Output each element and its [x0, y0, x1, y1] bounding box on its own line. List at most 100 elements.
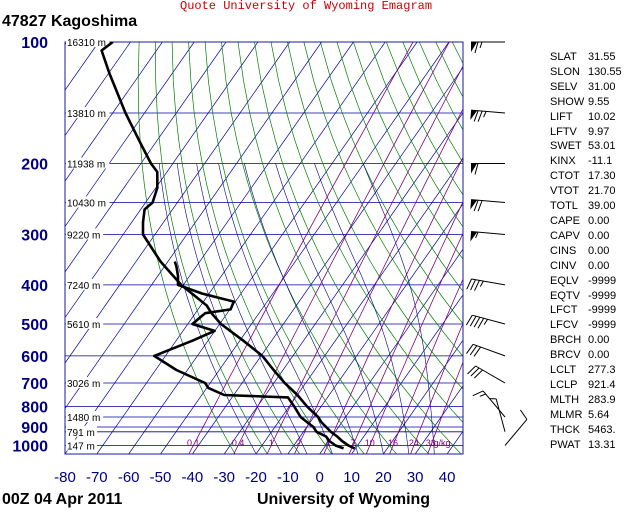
mixing-ratio-label: 2 — [296, 438, 301, 448]
wind-barb — [465, 314, 506, 329]
wind-barb — [471, 163, 505, 175]
height-label: 7240 m — [67, 281, 100, 292]
height-label-background — [66, 318, 104, 329]
plot-frame — [64, 41, 464, 455]
moist-adiabat-line — [176, 163, 282, 454]
isotherm-line — [65, 42, 99, 91]
index-row: LFCV -9999 — [550, 318, 622, 333]
height-label: 13810 m — [67, 109, 106, 120]
temperature-tick-label: 10 — [343, 469, 360, 486]
pressure-tick-label: 900 — [21, 420, 48, 437]
wind-barb-full-flag — [474, 280, 480, 291]
wind-barb-full-flag — [469, 315, 477, 327]
wind-barb-half-flag — [475, 231, 479, 239]
index-row: CINV 0.00 — [550, 259, 622, 274]
moist-adiabat-line — [314, 163, 410, 454]
pressure-tick-label: 100 — [21, 35, 48, 52]
temperature-tick-label: 0 — [316, 469, 324, 486]
index-value: 0.00 — [588, 229, 610, 242]
index-row: CAPE 0.00 — [550, 214, 622, 229]
mixing-ratio-label: 1 — [269, 438, 274, 448]
wind-barb-pennant — [470, 199, 478, 210]
pressure-tick-label: 500 — [21, 317, 48, 334]
wind-barb-full-flag — [473, 346, 482, 357]
index-value: -9999 — [588, 289, 617, 302]
isotherm-line — [65, 42, 354, 454]
dry-adiabat-line — [287, 42, 463, 390]
temperature-tick-label: -10 — [277, 469, 299, 486]
height-label-background — [66, 278, 104, 290]
wind-barb-full-flag — [477, 318, 485, 329]
wind-barb-full-flag — [469, 345, 478, 356]
index-name: LFCT — [550, 304, 578, 317]
wind-barb-full-flag — [474, 163, 479, 175]
dewpoint-profile-line — [152, 261, 345, 450]
wind-barb-full-flag — [473, 110, 479, 122]
wind-barb — [467, 365, 506, 384]
height-label-background — [66, 196, 110, 208]
index-value: 53.01 — [588, 140, 616, 153]
index-value: 0.00 — [588, 244, 610, 257]
mixing-ratio-line — [266, 65, 463, 454]
index-row: BRCV 0.00 — [550, 348, 622, 363]
mixing-ratio-line — [188, 42, 414, 454]
height-label-background — [66, 425, 97, 437]
mixing-ratio-label: 0.4 — [232, 438, 245, 448]
index-value: -9999 — [588, 274, 617, 287]
wind-barb — [489, 398, 506, 432]
stability-indices-table: SLAT 31.55 SLON 130.55 SELV 31.00 SHOW 9.55 LIFT… — [550, 50, 622, 452]
wind-barb — [504, 409, 528, 446]
wind-barb-staff — [482, 390, 506, 418]
wind-barb-full-flag — [466, 278, 472, 290]
wind-barb-full-flag — [472, 390, 484, 397]
height-label-background — [66, 107, 110, 118]
index-name: CINS — [550, 244, 577, 257]
dry-adiabat-line — [221, 42, 397, 454]
index-value: 0.00 — [588, 259, 610, 272]
moist-adiabat-line — [158, 163, 257, 454]
temperature-tick-label: 30 — [407, 469, 424, 486]
index-row: LCLT 277.3 — [550, 363, 622, 378]
wind-barb-pennant — [471, 163, 477, 174]
index-name: SELV — [550, 80, 578, 93]
temperature-tick-label: -70 — [86, 469, 108, 486]
wind-barb-staff — [472, 343, 506, 357]
wind-barb-half-flag — [483, 111, 487, 118]
index-row: CINS 0.00 — [550, 244, 622, 259]
mixing-ratio-label: 33 — [426, 438, 436, 448]
index-value: 921.4 — [588, 378, 616, 391]
isotherm-line — [223, 112, 463, 454]
mixing-ratio-line — [233, 42, 450, 454]
index-name: LCLT — [550, 364, 577, 377]
dry-adiabat-line — [237, 42, 430, 454]
index-name: THCK — [550, 423, 580, 436]
height-label: 16310 m — [67, 38, 106, 49]
wind-barb-half-flag — [479, 393, 486, 397]
index-value: 0.00 — [588, 214, 610, 227]
wind-barb — [470, 109, 506, 122]
index-name: PWAT — [550, 438, 581, 451]
index-row: SLAT 31.55 — [550, 50, 622, 65]
index-name: LCLP — [550, 378, 578, 391]
dry-adiabat-line — [353, 42, 463, 260]
pressure-tick-label: 400 — [21, 278, 48, 295]
wind-barb — [466, 343, 506, 357]
mixing-ratio-line — [294, 108, 463, 454]
dry-adiabat-line — [155, 42, 268, 454]
isotherm-line — [65, 42, 195, 228]
index-value: 9.55 — [588, 95, 610, 108]
index-value: 10.02 — [588, 110, 616, 123]
wind-barb — [470, 231, 506, 242]
index-row: KINX -11.1 — [550, 154, 622, 169]
index-row: LFCT -9999 — [550, 303, 622, 318]
height-label-background — [66, 157, 110, 169]
index-value: 0.00 — [588, 349, 610, 362]
index-name: MLMR — [550, 408, 583, 421]
index-value: -9999 — [588, 304, 617, 317]
dry-adiabat-line — [254, 42, 462, 454]
index-value: 283.9 — [588, 393, 616, 406]
index-name: TOTL — [550, 200, 578, 213]
height-label: 9220 m — [67, 231, 100, 242]
wind-barb-half-flag — [479, 280, 484, 287]
index-row: TOTL 39.00 — [550, 199, 622, 214]
